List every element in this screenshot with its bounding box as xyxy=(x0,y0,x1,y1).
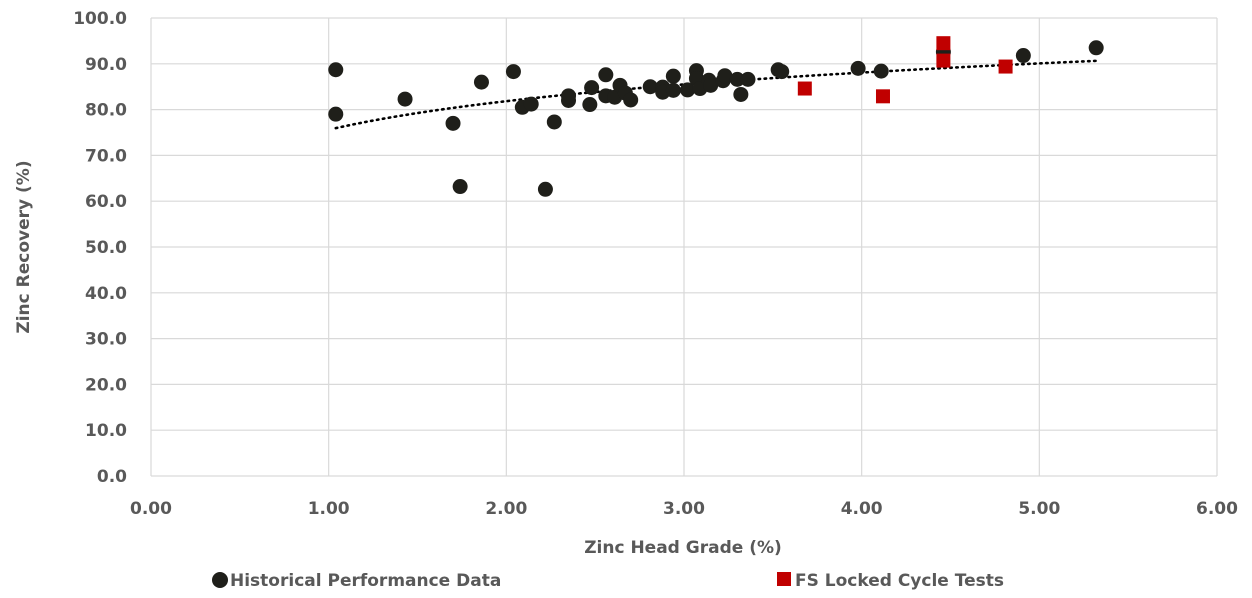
historical-data-point xyxy=(774,64,790,80)
x-axis-ticks: 0.00 1.00 2.00 3.00 4.00 5.00 6.00 xyxy=(130,499,1238,519)
x-tick-label: 2.00 xyxy=(485,499,527,519)
historical-data-point xyxy=(505,64,521,80)
y-tick-label: 80.0 xyxy=(85,101,127,121)
historical-data-point xyxy=(680,82,696,98)
historical-data-point xyxy=(717,68,733,84)
historical-data-point xyxy=(740,71,756,87)
historical-data-point xyxy=(584,80,600,96)
historical-data-point xyxy=(582,97,598,113)
legend: Historical Performance Data FS Locked Cy… xyxy=(212,571,1004,591)
x-tick-label: 4.00 xyxy=(841,499,883,519)
historical-data-point xyxy=(561,88,577,104)
y-tick-label: 50.0 xyxy=(85,238,127,258)
historical-data-point xyxy=(733,86,749,102)
historical-data-point xyxy=(328,106,344,122)
historical-data-point xyxy=(665,68,681,84)
y-tick-label: 60.0 xyxy=(85,192,127,212)
historical-data-point xyxy=(642,79,658,95)
x-tick-label: 1.00 xyxy=(308,499,350,519)
legend-label-historical: Historical Performance Data xyxy=(230,571,501,591)
historical-data-point xyxy=(873,63,889,79)
historical-data-point xyxy=(523,96,539,112)
x-tick-label: 5.00 xyxy=(1018,499,1060,519)
historical-data-point xyxy=(546,114,562,130)
historical-data-point xyxy=(1015,48,1031,64)
y-tick-label: 70.0 xyxy=(85,146,127,166)
x-tick-label: 3.00 xyxy=(663,499,705,519)
historical-data-point xyxy=(397,91,413,107)
y-tick-label: 100.0 xyxy=(73,9,127,29)
historical-data-point xyxy=(623,92,639,108)
historical-data-point xyxy=(473,74,489,90)
historical-data-point xyxy=(1088,40,1104,56)
historical-data-point xyxy=(537,181,553,197)
fs-locked-cycle-point xyxy=(936,53,951,68)
historical-data-point xyxy=(703,77,719,93)
y-tick-label: 10.0 xyxy=(85,421,127,441)
x-tick-label: 0.00 xyxy=(130,499,172,519)
y-tick-label: 40.0 xyxy=(85,284,127,304)
x-tick-label: 6.00 xyxy=(1196,499,1238,519)
y-tick-label: 20.0 xyxy=(85,375,127,395)
points-layer xyxy=(328,36,1104,197)
historical-data-point xyxy=(598,67,614,83)
fs-locked-cycle-point xyxy=(875,89,890,104)
y-axis-title: Zinc Recovery (%) xyxy=(14,160,34,333)
y-tick-label: 90.0 xyxy=(85,55,127,75)
fs-locked-cycle-point xyxy=(797,81,812,96)
fs-locked-cycle-point xyxy=(936,36,951,51)
gridlines xyxy=(150,17,1218,477)
y-tick-label: 0.0 xyxy=(97,467,127,487)
y-tick-label: 30.0 xyxy=(85,330,127,350)
historical-data-point xyxy=(328,62,344,78)
legend-label-fs: FS Locked Cycle Tests xyxy=(795,571,1004,591)
y-axis-ticks: 0.0 10.0 20.0 30.0 40.0 50.0 60.0 70.0 80.0 90.0 1… xyxy=(73,9,127,487)
historical-data-point xyxy=(665,82,681,98)
legend-marker-fs xyxy=(777,572,791,586)
legend-marker-historical xyxy=(212,572,228,588)
x-axis-title: Zinc Head Grade (%) xyxy=(584,538,782,558)
historical-data-point xyxy=(850,60,866,76)
historical-data-point xyxy=(729,71,745,87)
historical-data-point xyxy=(445,115,461,131)
historical-data-point xyxy=(452,179,468,195)
fs-locked-cycle-point xyxy=(998,59,1013,74)
